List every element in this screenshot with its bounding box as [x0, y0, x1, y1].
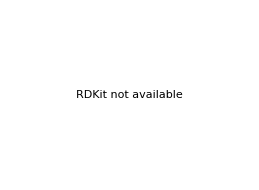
Text: RDKit not available: RDKit not available	[76, 90, 183, 100]
